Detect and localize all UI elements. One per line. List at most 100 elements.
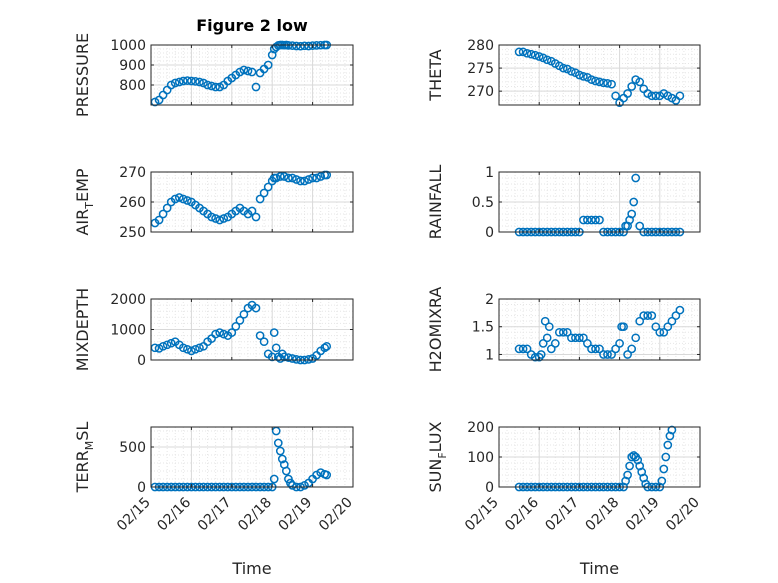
data-point bbox=[579, 215, 588, 225]
axes-box bbox=[150, 44, 354, 106]
data-point bbox=[300, 41, 309, 51]
data-point bbox=[239, 65, 249, 75]
y-axis-label: AIRTEMP bbox=[73, 168, 96, 235]
y-axis-label-part: SUN bbox=[426, 459, 445, 493]
data-point bbox=[536, 350, 546, 359]
data-point bbox=[178, 194, 188, 204]
data-point bbox=[195, 343, 204, 353]
data-point bbox=[271, 343, 281, 353]
data-point bbox=[320, 343, 330, 353]
y-axis-label-part: TERR bbox=[73, 450, 92, 493]
y-tick-label: 100 bbox=[467, 450, 494, 466]
data-point bbox=[271, 173, 281, 183]
data-point bbox=[187, 76, 196, 86]
data-point bbox=[623, 89, 632, 98]
data-point bbox=[269, 328, 279, 337]
y-tick-label: 500 bbox=[119, 440, 146, 456]
data-point bbox=[243, 66, 253, 76]
y-tick-label: 275 bbox=[467, 61, 494, 77]
data-point bbox=[518, 47, 528, 57]
data-point bbox=[667, 425, 677, 435]
data-point bbox=[550, 339, 560, 348]
data-point bbox=[316, 172, 326, 181]
y-axis-label-part: LUX bbox=[426, 421, 445, 452]
y-axis-label-part: SL bbox=[73, 422, 92, 441]
axes-box bbox=[150, 426, 354, 488]
data-point bbox=[647, 311, 657, 320]
data-point bbox=[162, 340, 172, 350]
data-point bbox=[308, 41, 317, 50]
y-tick-label: 2 bbox=[485, 292, 494, 308]
data-point bbox=[579, 333, 588, 343]
data-point bbox=[522, 48, 532, 58]
data-point bbox=[322, 341, 332, 351]
data-point bbox=[322, 470, 332, 480]
data-point bbox=[546, 344, 556, 354]
data-point bbox=[647, 91, 657, 101]
data-point bbox=[158, 341, 168, 351]
data-point bbox=[288, 481, 297, 490]
data-point bbox=[625, 461, 634, 471]
data-point bbox=[304, 175, 313, 184]
data-point bbox=[296, 41, 305, 51]
data-point bbox=[575, 70, 584, 80]
data-point bbox=[659, 327, 669, 337]
data-point bbox=[178, 76, 188, 86]
data-point bbox=[603, 350, 612, 359]
data-point bbox=[567, 66, 576, 76]
data-point bbox=[203, 80, 212, 90]
data-point bbox=[627, 82, 637, 91]
data-point bbox=[615, 339, 624, 348]
data-point bbox=[579, 72, 588, 81]
data-point bbox=[611, 91, 620, 101]
data-point bbox=[631, 333, 641, 343]
data-point bbox=[219, 214, 229, 223]
data-point bbox=[671, 311, 681, 320]
y-tick-label: 1000 bbox=[110, 38, 146, 54]
subplot-2: 270 275 280 THETA bbox=[426, 38, 701, 108]
data-point bbox=[655, 327, 665, 337]
y-tick-label: 0 bbox=[137, 353, 146, 369]
x-axis-label: Time bbox=[579, 559, 619, 578]
data-point bbox=[235, 316, 245, 325]
data-point bbox=[587, 344, 596, 354]
data-point bbox=[542, 333, 552, 343]
data-point bbox=[259, 337, 269, 347]
data-point bbox=[255, 331, 265, 340]
data-point bbox=[629, 197, 639, 207]
data-point bbox=[558, 63, 568, 73]
data-point bbox=[166, 338, 176, 348]
y-tick-label: 200 bbox=[467, 420, 494, 436]
data-point bbox=[322, 170, 332, 180]
y-tick-label: 260 bbox=[119, 195, 146, 211]
data-point bbox=[657, 476, 667, 486]
data-point bbox=[255, 194, 265, 204]
data-point bbox=[623, 350, 632, 359]
data-point bbox=[288, 41, 297, 50]
y-axis-label-part: EMP bbox=[73, 168, 92, 202]
data-point bbox=[514, 47, 524, 57]
data-point bbox=[292, 355, 301, 364]
y-tick-label: 1.5 bbox=[472, 320, 494, 336]
data-point bbox=[288, 354, 297, 363]
y-tick-label: 250 bbox=[119, 225, 146, 241]
subplot-6: 1 1.5 2 H2OMIXRA bbox=[426, 287, 701, 372]
data-point bbox=[540, 316, 550, 326]
data-point bbox=[591, 76, 600, 86]
data-point bbox=[195, 77, 204, 87]
data-point bbox=[562, 327, 572, 337]
data-point bbox=[162, 203, 172, 213]
data-point bbox=[595, 344, 604, 354]
data-point bbox=[183, 76, 192, 85]
data-point bbox=[247, 67, 257, 77]
data-point bbox=[558, 327, 568, 337]
y-tick-label: 2000 bbox=[110, 292, 146, 308]
data-point bbox=[279, 172, 289, 181]
data-point bbox=[292, 41, 301, 51]
y-tick-label: 0.5 bbox=[472, 195, 494, 211]
y-axis-label: MIXDEPTH bbox=[73, 288, 92, 371]
data-point bbox=[599, 78, 608, 88]
data-point bbox=[263, 60, 273, 70]
data-point bbox=[183, 196, 192, 205]
